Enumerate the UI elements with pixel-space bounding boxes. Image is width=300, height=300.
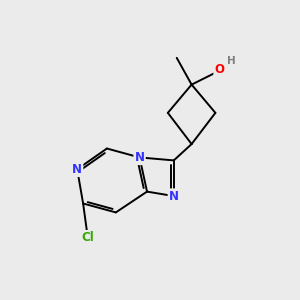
Text: N: N: [135, 151, 145, 164]
Text: N: N: [72, 163, 82, 176]
Text: H: H: [227, 56, 236, 66]
Text: O: O: [214, 63, 224, 76]
Text: N: N: [169, 190, 179, 202]
Text: Cl: Cl: [81, 231, 94, 244]
